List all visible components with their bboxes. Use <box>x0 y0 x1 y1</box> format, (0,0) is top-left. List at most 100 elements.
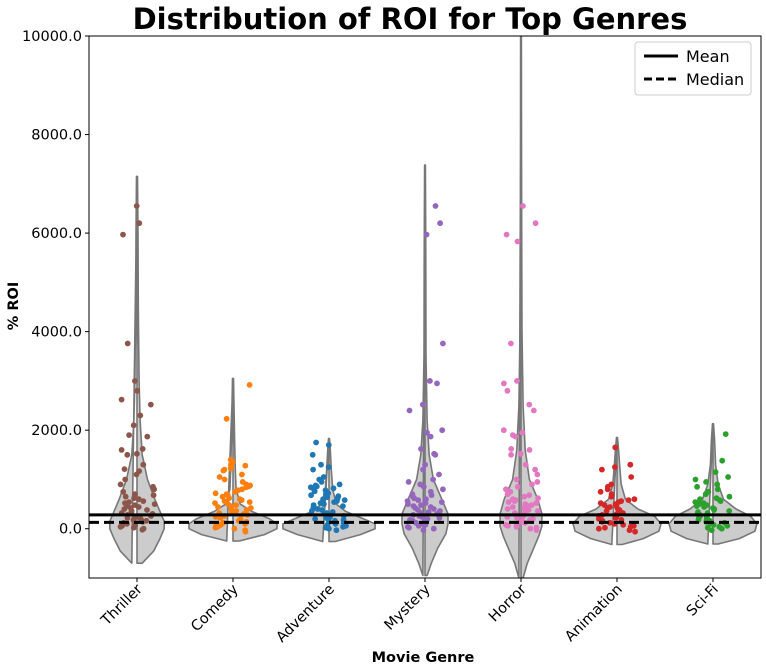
violin-mystery <box>401 164 449 577</box>
point-mystery <box>440 340 446 347</box>
point-mystery <box>428 492 435 499</box>
point-mystery <box>432 203 439 209</box>
point-animation <box>626 527 633 534</box>
y-axis: 0.0 2000.0 4000.0 6000.0 8000.0 10000.0 <box>22 29 89 538</box>
point-sci-fi <box>717 498 724 504</box>
point-comedy <box>217 515 224 521</box>
point-sci-fi <box>714 486 721 493</box>
point-horror <box>534 471 541 478</box>
point-horror <box>504 491 511 498</box>
point-horror <box>508 340 514 347</box>
point-thriller <box>144 507 150 513</box>
point-thriller <box>147 401 154 408</box>
point-thriller <box>121 466 128 472</box>
point-horror <box>535 495 541 502</box>
point-thriller <box>137 412 144 419</box>
point-animation <box>608 493 615 500</box>
point-thriller <box>117 523 124 530</box>
point-adventure <box>318 461 324 468</box>
point-comedy <box>226 495 233 502</box>
point-comedy <box>223 415 230 422</box>
point-thriller <box>140 461 147 468</box>
point-horror <box>511 498 518 504</box>
point-animation <box>599 466 605 473</box>
point-horror <box>526 401 533 408</box>
point-horror <box>534 479 541 485</box>
point-mystery <box>423 231 430 238</box>
point-mystery <box>439 427 446 434</box>
point-horror <box>522 461 529 468</box>
point-mystery <box>418 446 424 452</box>
point-horror <box>503 486 509 493</box>
legend: Mean Median <box>634 41 752 96</box>
point-horror <box>534 508 541 514</box>
point-thriller <box>140 498 147 504</box>
point-adventure <box>325 464 332 470</box>
point-horror <box>514 238 521 245</box>
point-comedy <box>246 499 253 505</box>
point-comedy <box>221 476 228 483</box>
point-horror <box>520 203 526 209</box>
point-animation <box>612 464 618 470</box>
point-adventure <box>312 516 318 522</box>
point-mystery <box>430 476 436 483</box>
point-thriller <box>132 378 138 384</box>
chart-title: Distribution of ROI for Top Genres <box>133 2 688 36</box>
point-mystery <box>422 461 428 468</box>
point-horror <box>513 476 520 483</box>
point-adventure <box>326 525 332 532</box>
point-animation <box>596 525 602 532</box>
point-thriller <box>151 486 158 493</box>
point-adventure <box>340 523 346 530</box>
point-mystery <box>436 471 442 478</box>
point-horror <box>519 429 526 436</box>
point-horror <box>533 500 540 506</box>
point-sci-fi <box>712 469 719 475</box>
point-horror <box>527 525 534 532</box>
point-adventure <box>308 508 315 514</box>
point-adventure <box>341 497 348 503</box>
point-mystery <box>427 433 434 440</box>
point-adventure <box>311 488 318 495</box>
point-animation <box>627 461 634 468</box>
point-mystery <box>406 407 413 414</box>
point-comedy <box>242 462 249 469</box>
point-thriller <box>118 447 125 453</box>
point-animation <box>632 528 638 535</box>
point-comedy <box>216 474 223 480</box>
point-mystery <box>405 501 411 507</box>
point-adventure <box>340 503 346 509</box>
point-comedy <box>242 528 249 535</box>
point-comedy <box>227 465 234 472</box>
point-adventure <box>309 451 316 458</box>
point-horror <box>526 447 533 453</box>
plot-content <box>89 36 761 578</box>
y-axis-label: % ROI <box>6 282 22 330</box>
point-horror <box>503 231 510 238</box>
point-sci-fi <box>694 483 700 490</box>
point-sci-fi <box>719 457 726 464</box>
point-horror <box>505 522 511 529</box>
point-thriller <box>122 476 129 483</box>
point-animation <box>603 508 610 514</box>
point-horror <box>514 483 521 490</box>
point-animation <box>631 496 638 503</box>
point-horror <box>533 527 540 534</box>
point-mystery <box>418 502 424 508</box>
point-comedy <box>220 467 227 474</box>
point-comedy <box>232 488 238 495</box>
point-thriller <box>117 481 124 488</box>
point-horror <box>505 499 512 505</box>
point-horror <box>526 492 533 499</box>
point-mystery <box>420 527 427 534</box>
y-tick-label: 6000.0 <box>31 226 82 242</box>
point-comedy <box>239 471 245 478</box>
point-mystery <box>436 515 443 521</box>
point-horror <box>513 523 520 530</box>
point-mystery <box>415 522 422 529</box>
point-thriller <box>134 450 140 457</box>
point-sci-fi <box>693 503 700 509</box>
point-animation <box>597 488 604 495</box>
x-axis-label: Movie Genre <box>372 650 475 666</box>
point-mystery <box>420 483 427 490</box>
